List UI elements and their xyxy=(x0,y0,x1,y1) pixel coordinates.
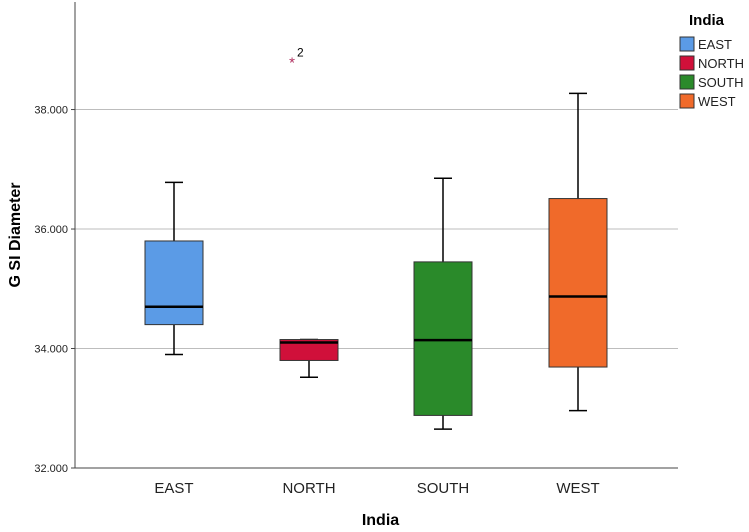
legend-label: NORTH xyxy=(698,56,744,71)
legend-swatch xyxy=(679,36,695,52)
box-body xyxy=(548,198,608,368)
legend-item-north: NORTH xyxy=(679,55,744,71)
box-series xyxy=(144,92,608,430)
box-east xyxy=(144,181,204,356)
legend-item-east: EAST xyxy=(679,36,732,52)
box-west xyxy=(548,92,608,412)
legend-title: India xyxy=(689,12,725,29)
box-body xyxy=(144,240,204,326)
box-south xyxy=(413,177,473,430)
x-tick-label: WEST xyxy=(556,480,599,497)
legend-swatch xyxy=(679,93,695,109)
y-tick-label: 36.000 xyxy=(34,224,68,236)
outliers: *2 xyxy=(289,46,304,72)
box-north xyxy=(279,338,339,378)
outlier-label: 2 xyxy=(297,46,304,60)
legend-label: EAST xyxy=(698,37,732,52)
outlier-marker: * xyxy=(289,55,295,72)
box-body xyxy=(413,261,473,416)
box-body xyxy=(279,339,339,361)
x-axis-categories: EAST NORTH SOUTH WEST xyxy=(154,480,599,497)
y-axis-title: G SI Diameter xyxy=(7,183,24,288)
legend-label: WEST xyxy=(698,94,736,109)
legend-label: SOUTH xyxy=(698,75,744,90)
x-tick-label: NORTH xyxy=(282,480,335,497)
legend-swatch xyxy=(679,74,695,90)
y-axis-ticks: 32.000 34.000 36.000 38.000 xyxy=(34,105,75,475)
legend-item-south: SOUTH xyxy=(679,74,744,90)
x-tick-label: SOUTH xyxy=(417,480,470,497)
legend-swatch xyxy=(679,55,695,71)
legend-item-west: WEST xyxy=(679,93,736,109)
y-tick-label: 34.000 xyxy=(34,344,68,356)
y-tick-label: 38.000 xyxy=(34,105,68,117)
x-axis-title: India xyxy=(362,512,399,529)
legend: India EAST NORTH SOUTH WEST xyxy=(679,12,744,109)
y-tick-label: 32.000 xyxy=(34,463,68,475)
x-tick-label: EAST xyxy=(154,480,193,497)
